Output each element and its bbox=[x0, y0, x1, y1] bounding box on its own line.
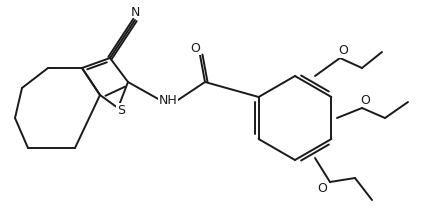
Text: O: O bbox=[360, 94, 370, 106]
Text: NH: NH bbox=[159, 94, 177, 106]
Text: N: N bbox=[130, 6, 140, 19]
Text: O: O bbox=[338, 44, 348, 57]
Text: O: O bbox=[190, 41, 200, 54]
Text: O: O bbox=[317, 181, 327, 194]
Text: S: S bbox=[117, 103, 125, 116]
